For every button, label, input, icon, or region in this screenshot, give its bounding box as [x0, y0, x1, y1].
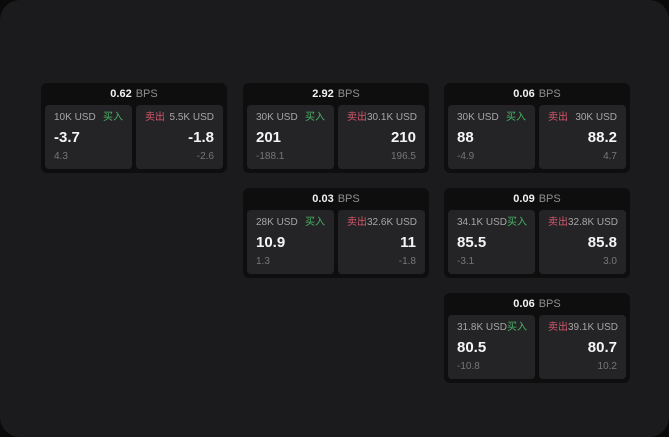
sell-sub-value: 3.0: [603, 256, 617, 267]
card-body: 30K USD 买入 201 -188.1 卖出 30.1K USD 210 1…: [243, 105, 429, 173]
buy-amount: 28K USD: [256, 217, 298, 228]
card-body: 31.8K USD 买入 80.5 -10.8 卖出 39.1K USD 80.…: [444, 315, 630, 383]
sell-panel[interactable]: 卖出 30.1K USD 210 196.5: [338, 105, 425, 169]
sell-sub-value: -2.6: [196, 151, 214, 162]
buy-price-value: 201: [256, 128, 282, 146]
buy-price-value: 88: [457, 128, 474, 146]
card-header: 0.06 BPS: [444, 83, 630, 105]
buy-side-label: 买入: [103, 112, 123, 123]
sell-panel[interactable]: 卖出 32.8K USD 85.8 3.0: [539, 210, 626, 274]
sell-sub-value: -1.8: [398, 256, 416, 267]
buy-amount: 30K USD: [457, 112, 499, 123]
sell-side-label: 卖出: [548, 217, 568, 228]
buy-side-label: 买入: [305, 112, 325, 123]
buy-panel[interactable]: 10K USD 买入 -3.7 4.3: [45, 105, 132, 169]
sell-amount: 30.1K USD: [367, 112, 418, 123]
card-body: 10K USD 买入 -3.7 4.3 卖出 5.5K USD -1.8 -2.…: [41, 105, 227, 173]
card-header: 0.03 BPS: [243, 188, 429, 210]
sell-amount: 32.8K USD: [568, 217, 619, 228]
buy-side-label: 买入: [507, 217, 528, 228]
buy-amount: 10K USD: [54, 112, 96, 123]
sell-sub-value: 4.7: [603, 151, 617, 162]
card-body: 28K USD 买入 10.9 1.3 卖出 32.6K USD 11 -1.8: [243, 210, 429, 278]
buy-panel[interactable]: 34.1K USD 买入 85.5 -3.1: [448, 210, 535, 274]
bps-value: 0.06: [513, 298, 535, 310]
bps-quote-card: 0.03 BPS 28K USD 买入 10.9 1.3 卖出 32.6K US…: [243, 188, 429, 278]
buy-panel[interactable]: 30K USD 买入 201 -188.1: [247, 105, 334, 169]
sell-side-label: 卖出: [145, 112, 165, 123]
buy-sub-value: 1.3: [256, 256, 270, 267]
buy-price-value: -3.7: [54, 128, 80, 146]
buy-panel[interactable]: 31.8K USD 买入 80.5 -10.8: [448, 315, 535, 379]
bps-unit-label: BPS: [135, 88, 158, 100]
card-header: 0.09 BPS: [444, 188, 630, 210]
sell-price-value: -1.8: [188, 128, 214, 146]
buy-price-value: 80.5: [457, 338, 487, 356]
buy-sub-value: 4.3: [54, 151, 68, 162]
bps-value: 2.92: [312, 88, 334, 100]
bps-unit-label: BPS: [337, 193, 360, 205]
bps-quote-card: 0.09 BPS 34.1K USD 买入 85.5 -3.1 卖出 32.8K…: [444, 188, 630, 278]
buy-sub-value: -3.1: [457, 256, 475, 267]
buy-amount: 31.8K USD: [457, 322, 508, 333]
sell-panel[interactable]: 卖出 5.5K USD -1.8 -2.6: [136, 105, 223, 169]
sell-price-value: 85.8: [587, 233, 617, 251]
buy-price-value: 85.5: [457, 233, 487, 251]
sell-sub-value: 196.5: [390, 151, 416, 162]
sell-side-label: 卖出: [347, 217, 367, 228]
buy-side-label: 买入: [506, 112, 526, 123]
sell-price-value: 210: [390, 128, 416, 146]
bps-unit-label: BPS: [337, 88, 360, 100]
sell-panel[interactable]: 卖出 30K USD 88.2 4.7: [539, 105, 626, 169]
bps-value: 0.03: [312, 193, 334, 205]
sell-amount: 39.1K USD: [568, 322, 619, 333]
card-header: 2.92 BPS: [243, 83, 429, 105]
bps-value: 0.06: [513, 88, 535, 100]
sell-price-value: 80.7: [587, 338, 617, 356]
sell-panel[interactable]: 卖出 39.1K USD 80.7 10.2: [539, 315, 626, 379]
buy-price-value: 10.9: [256, 233, 286, 251]
sell-amount: 32.6K USD: [367, 217, 418, 228]
bps-unit-label: BPS: [538, 88, 561, 100]
sell-side-label: 卖出: [347, 112, 367, 123]
bps-unit-label: BPS: [538, 298, 561, 310]
sell-amount: 5.5K USD: [169, 112, 214, 123]
sell-panel[interactable]: 卖出 32.6K USD 11 -1.8: [338, 210, 425, 274]
sell-side-label: 卖出: [548, 112, 568, 123]
bps-quote-card: 0.06 BPS 31.8K USD 买入 80.5 -10.8 卖出 39.1…: [444, 293, 630, 383]
card-header: 0.62 BPS: [41, 83, 227, 105]
sell-side-label: 卖出: [548, 322, 568, 333]
sell-amount: 30K USD: [575, 112, 617, 123]
card-body: 34.1K USD 买入 85.5 -3.1 卖出 32.8K USD 85.8…: [444, 210, 630, 278]
bps-quote-card: 0.62 BPS 10K USD 买入 -3.7 4.3 卖出 5.5K USD…: [41, 83, 227, 173]
bps-unit-label: BPS: [538, 193, 561, 205]
buy-panel[interactable]: 28K USD 买入 10.9 1.3: [247, 210, 334, 274]
buy-side-label: 买入: [305, 217, 325, 228]
bps-quote-card: 2.92 BPS 30K USD 买入 201 -188.1 卖出 30.1K …: [243, 83, 429, 173]
buy-amount: 34.1K USD: [457, 217, 508, 228]
buy-sub-value: -10.8: [457, 361, 480, 372]
buy-sub-value: -4.9: [457, 151, 475, 162]
bps-value: 0.09: [513, 193, 535, 205]
sell-price-value: 88.2: [587, 128, 617, 146]
buy-amount: 30K USD: [256, 112, 298, 123]
buy-sub-value: -188.1: [256, 151, 285, 162]
buy-side-label: 买入: [507, 322, 528, 333]
sell-price-value: 11: [400, 233, 416, 251]
card-body: 30K USD 买入 88 -4.9 卖出 30K USD 88.2 4.7: [444, 105, 630, 173]
bps-quote-card: 0.06 BPS 30K USD 买入 88 -4.9 卖出 30K USD 8…: [444, 83, 630, 173]
bps-value: 0.62: [110, 88, 132, 100]
card-header: 0.06 BPS: [444, 293, 630, 315]
buy-panel[interactable]: 30K USD 买入 88 -4.9: [448, 105, 535, 169]
sell-sub-value: 10.2: [597, 361, 617, 372]
